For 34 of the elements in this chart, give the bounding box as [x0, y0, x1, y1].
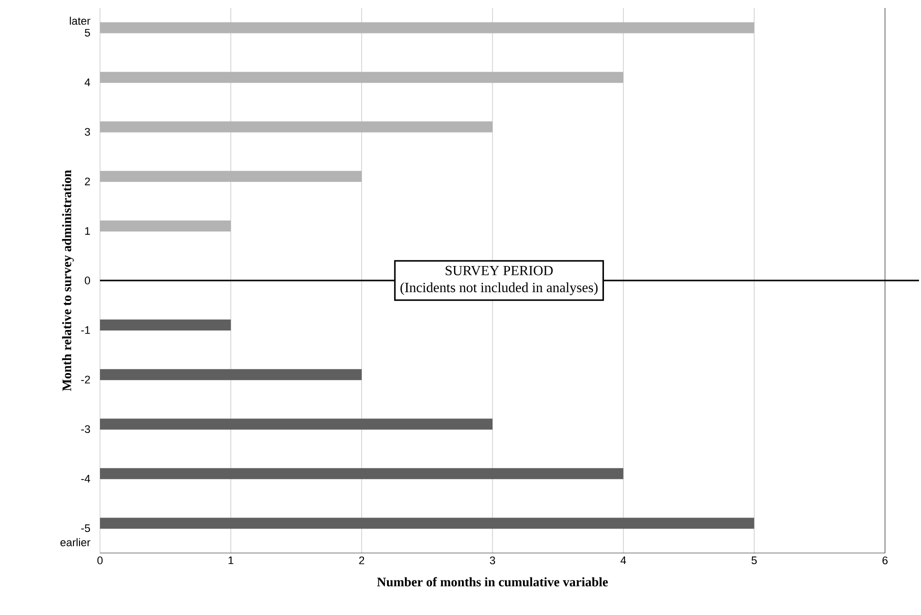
y-tick-label: 4 [84, 78, 90, 86]
y-axis-title: Month relative to survey administration [62, 170, 74, 391]
y-tick-label: -1 [81, 326, 90, 334]
y-tick-label: -5 [81, 524, 90, 532]
y-tick-label: 5 [84, 28, 90, 37]
text: later [70, 16, 90, 25]
text: earlier [60, 538, 90, 546]
bar [100, 72, 624, 83]
y-tick-label: -2 [81, 376, 90, 384]
y-tick-label: 1 [85, 227, 90, 235]
bar [100, 22, 754, 34]
bar [100, 320, 231, 331]
y-tick-label: -3 [81, 425, 90, 434]
annotation: (Incidents not included in analyses) [400, 282, 598, 296]
x-tick-label: 6 [882, 556, 888, 564]
bar [100, 121, 493, 132]
bar [100, 170, 362, 182]
x-tick-label: 3 [490, 556, 496, 564]
x-tick-label: 0 [97, 556, 103, 564]
bar [100, 468, 624, 480]
y-tick-label: -4 [81, 474, 90, 482]
bar [100, 518, 754, 529]
x-tick-label: 5 [752, 556, 757, 564]
bar [100, 418, 493, 430]
x-tick-label: 4 [620, 556, 626, 564]
y-tick-label: 2 [84, 178, 90, 186]
x-tick-label: 1 [228, 556, 234, 564]
y-tick-label: 0 [84, 276, 90, 284]
x-tick-label: 2 [359, 556, 364, 564]
ref-line-label: SURVEY PERIOD [446, 266, 553, 276]
bar [100, 369, 362, 380]
bar [100, 220, 231, 232]
y-tick-label: 3 [84, 128, 90, 136]
x-axis-title: Number of months in cumulative variable [377, 577, 608, 586]
